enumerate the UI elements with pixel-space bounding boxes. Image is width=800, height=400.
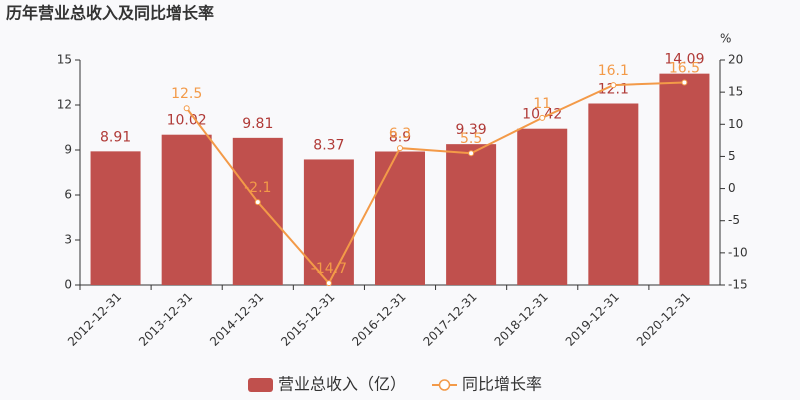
line-point (254, 199, 261, 206)
bar-value-label: 9.81 (242, 116, 273, 132)
y-tick-label: 6 (64, 188, 72, 202)
chart-title: 历年营业总收入及同比增长率 (6, 4, 214, 23)
bar (517, 128, 568, 285)
y-tick-label: 3 (64, 233, 72, 247)
bar (588, 103, 639, 285)
line-value-label: 16.5 (669, 61, 700, 77)
bar (161, 134, 212, 285)
legend-swatch (248, 378, 273, 392)
line-value-label: 6.3 (389, 126, 411, 142)
bar-value-label: 10.02 (167, 113, 207, 129)
y-tick-label: 0 (64, 278, 72, 292)
legend-label: 营业总收入（亿） (278, 375, 406, 394)
line-point (681, 79, 688, 86)
bar-value-label: 10.42 (522, 107, 562, 123)
bar (375, 151, 425, 285)
line-value-label: -2.1 (244, 180, 271, 196)
bar-value-label: 8.37 (313, 137, 344, 153)
legend-swatch (438, 379, 451, 391)
y2-tick-label: 10 (728, 117, 743, 131)
line-value-label: 5.5 (460, 131, 482, 147)
bar-value-label: 8.91 (100, 129, 131, 145)
bar-value-label: 8.9 (389, 130, 411, 146)
y2-unit: % (720, 32, 731, 46)
y-tick-label: 15 (57, 53, 72, 67)
line-point (397, 145, 403, 152)
y-tick-label: 9 (64, 143, 72, 157)
line-point (183, 105, 190, 112)
bar-value-label: 9.39 (456, 122, 487, 138)
y2-tick-label: 5 (728, 149, 736, 163)
y2-tick-label: 0 (728, 181, 736, 195)
line-point (610, 82, 617, 89)
line-point (468, 150, 475, 157)
line-point (539, 114, 546, 121)
bar-value-label: 14.09 (664, 52, 704, 68)
line (185, 81, 685, 285)
y2-tick-label: -5 (728, 213, 740, 227)
bar (90, 151, 141, 285)
y2-tick-label: 20 (728, 53, 743, 67)
bar (446, 144, 497, 285)
y-tick-label: 12 (57, 98, 72, 112)
y2-tick-label: -15 (728, 278, 748, 292)
y2-tick-label: -10 (728, 245, 748, 259)
line-value-label: 16.1 (598, 63, 629, 79)
line-value-label: 11 (533, 96, 551, 112)
bar (659, 73, 710, 286)
legend-label: 同比增长率 (462, 375, 542, 394)
line-point (325, 280, 332, 287)
bar (232, 137, 283, 285)
y2-tick-label: 15 (728, 85, 743, 99)
line-value-label: -14.7 (311, 261, 347, 277)
line-value-label: 12.5 (171, 86, 202, 102)
